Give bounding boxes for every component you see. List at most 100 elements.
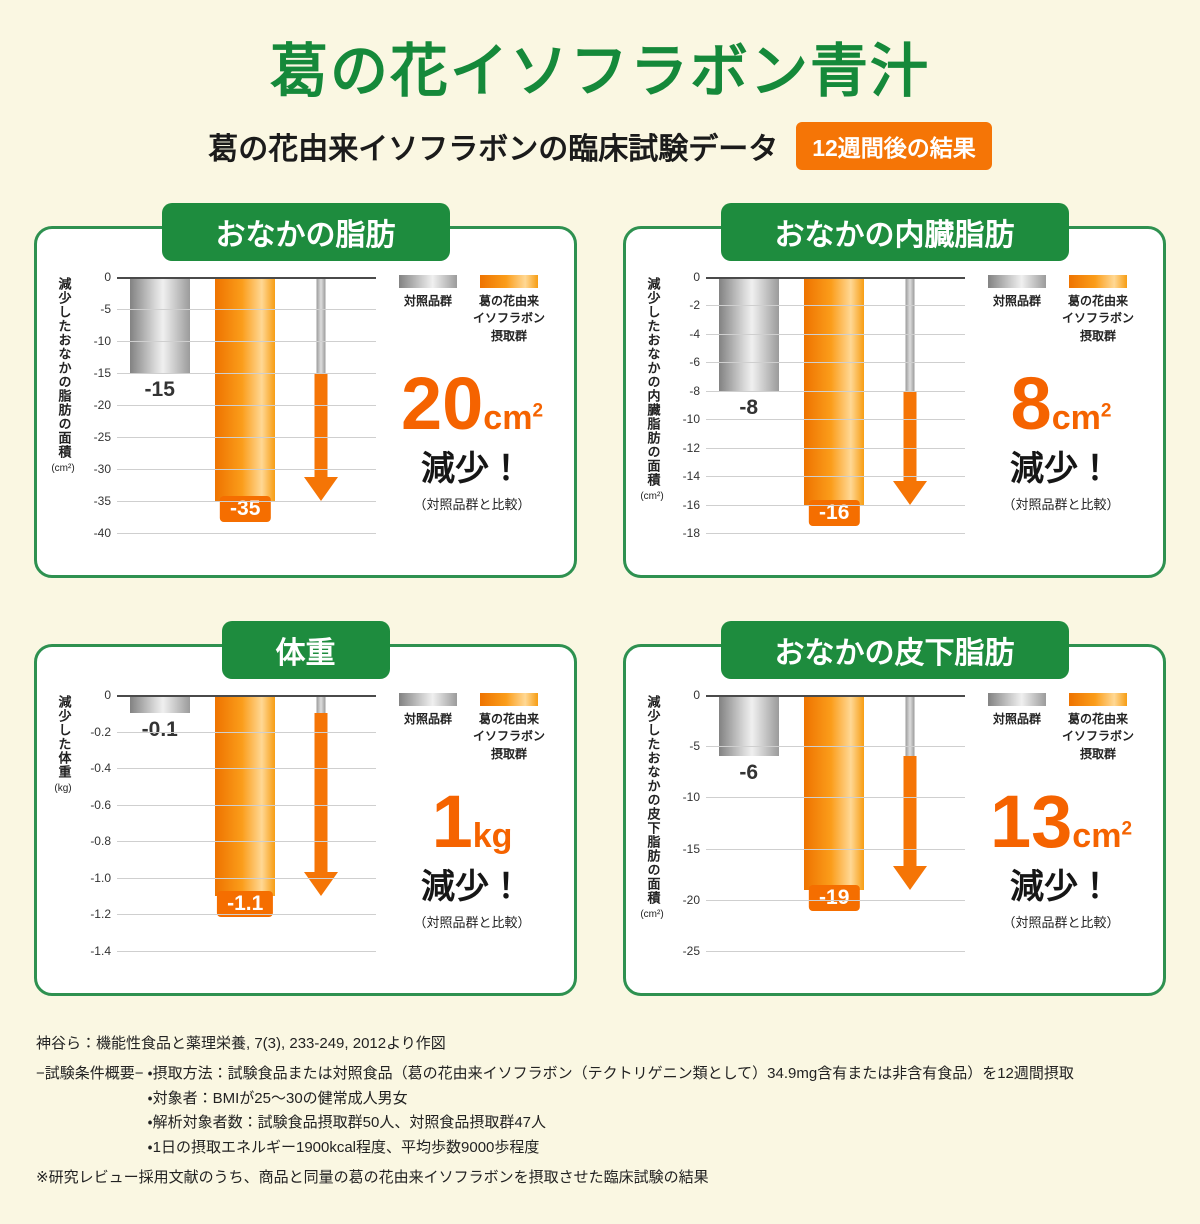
control-legend-label: 対照品群	[992, 294, 1041, 308]
gridline	[706, 797, 965, 799]
y-tick: -18	[682, 526, 700, 540]
gridline	[706, 419, 965, 421]
gridline	[706, 533, 965, 534]
y-axis-ticks: 0 -2 -4 -6 -8 -10 -12 -14 -16 -18	[674, 270, 704, 540]
y-axis-unit: (kg)	[54, 783, 72, 794]
gridline	[117, 804, 376, 806]
bar-chart: 0 -2 -4 -6 -8 -10 -12 -14 -16 -18 -8 -16	[674, 270, 967, 540]
gridline	[706, 476, 965, 478]
gridline	[117, 731, 376, 733]
gridline	[706, 951, 965, 952]
treatment-swatch-icon	[1068, 693, 1127, 706]
panel-visceral-fat: おなかの内臓脂肪 減少したおなかの内臓脂肪の面積 (cm²) 0 -2 -4 -6 -8…	[623, 203, 1166, 578]
y-tick: -5	[100, 302, 111, 316]
y-tick: -5	[689, 739, 700, 754]
control-legend-label: 対照品群	[403, 294, 452, 308]
treatment-value-label: -19	[809, 884, 860, 911]
y-axis-unit: (cm²)	[51, 463, 75, 474]
gridline	[117, 841, 376, 843]
plot-area: -8 -16	[706, 277, 965, 534]
condition-item: ・対象者：BMIが25〜30の健常成人男女	[147, 1089, 408, 1107]
treatment-swatch-icon	[1068, 275, 1127, 288]
treatment-value-label: -1.1	[217, 891, 274, 918]
gridline	[706, 362, 965, 364]
arrow-head-icon	[892, 865, 927, 890]
control-swatch-icon	[398, 693, 457, 706]
gridline	[117, 768, 376, 770]
arrow-stem	[905, 695, 915, 757]
y-tick: -10	[93, 334, 111, 348]
arrow-stem	[316, 695, 326, 714]
y-axis-label: 減少したおなかの脂肪の面積	[56, 277, 72, 459]
control-bar	[129, 695, 190, 714]
gridline	[706, 504, 965, 506]
source-citation: 神谷ら：機能性食品と薬理栄養, 7(3), 233-249, 2012より作図	[36, 1035, 446, 1052]
arrow-head-icon	[892, 480, 927, 505]
conditions-label: −試験条件概要−	[36, 1064, 144, 1082]
treatment-value-label: -16	[809, 499, 860, 526]
gridline	[117, 695, 376, 697]
bar-chart: 0 -0.2 -0.4 -0.6 -0.8 -1.0 -1.2 -1.4 -0.1 -1.1	[85, 688, 378, 958]
control-legend-label: 対照品群	[992, 712, 1041, 726]
treatment-bar	[215, 695, 275, 897]
arrow-shaft	[903, 390, 917, 483]
gridline	[117, 914, 376, 916]
page-title: 葛の花イソフラボン青汁	[269, 39, 930, 104]
gridline	[117, 469, 376, 470]
result-note: （対照品群と比較）	[413, 915, 531, 931]
bar-chart: 0 -5 -10 -15 -20 -25 -6 -19	[674, 688, 967, 958]
gridline	[706, 899, 965, 901]
legend: 対照品群 葛の花由来 イソフラボン 摂取群	[987, 275, 1134, 345]
y-tick: -15	[682, 841, 700, 856]
arrow-head-icon	[303, 872, 338, 897]
panel-title: おなかの内臓脂肪	[720, 203, 1069, 261]
page-subtitle: 葛の花由来イソフラボンの臨床試験データ	[208, 133, 779, 166]
arrow-shaft	[314, 373, 328, 479]
condition-item: ・摂取方法：試験食品または対照食品（葛の花由来イソフラボン（テクトリゲニン類とし…	[147, 1064, 1074, 1082]
y-tick: -14	[682, 469, 700, 484]
result-number: 13	[989, 780, 1073, 864]
subtitle-row: 葛の花由来イソフラボンの臨床試験データ 12週間後の結果	[0, 122, 1200, 170]
y-tick: -25	[93, 430, 111, 444]
result-word: 減少！	[420, 868, 523, 907]
y-tick: -2	[689, 298, 700, 313]
control-swatch-icon	[398, 275, 457, 288]
result-block: 8cm2 減少！ （対照品群と比較）	[1002, 367, 1119, 513]
y-tick: 0	[104, 688, 111, 702]
y-tick: -12	[682, 440, 700, 455]
condition-item: ・1日の摂取エネルギー1900kcal程度、平均歩数9000歩程度	[147, 1139, 540, 1156]
result-unit: cm2	[483, 399, 544, 438]
y-tick: -1.4	[90, 944, 111, 958]
y-tick: -4	[689, 326, 700, 341]
y-tick: -25	[682, 944, 700, 958]
result-period-badge: 12週間後の結果	[796, 122, 992, 170]
arrow-shaft	[314, 713, 328, 875]
y-tick: 0	[693, 688, 700, 702]
control-value-label: -15	[144, 378, 175, 401]
panel-subcutaneous-fat: おなかの皮下脂肪 減少したおなかの皮下脂肪の面積 (cm²) 0 -5 -10 -15…	[623, 621, 1166, 996]
result-number: 8	[1010, 362, 1052, 446]
treatment-bar	[215, 277, 275, 501]
control-swatch-icon	[987, 693, 1046, 706]
decrease-arrow	[890, 695, 930, 951]
y-axis-label: 減少した体重	[56, 695, 72, 779]
treatment-bar	[804, 695, 864, 890]
result-block: 13cm2 減少！ （対照品群と比較）	[990, 785, 1132, 931]
result-unit: cm2	[1051, 399, 1112, 438]
control-swatch-icon	[987, 275, 1046, 288]
plot-area: -6 -19	[706, 695, 965, 952]
result-word: 減少！	[1009, 450, 1112, 489]
legend: 対照品群 葛の花由来 イソフラボン 摂取群	[987, 693, 1134, 763]
y-tick: -0.8	[90, 834, 111, 849]
decrease-arrow	[301, 277, 341, 533]
y-tick: -1.2	[90, 907, 111, 922]
y-axis-label: 減少したおなかの皮下脂肪の面積	[645, 695, 661, 905]
treatment-value-label: -35	[220, 496, 271, 522]
result-note: （対照品群と比較）	[413, 497, 531, 513]
y-tick: -6	[689, 355, 700, 370]
result-block: 20cm2 減少！ （対照品群と比較）	[401, 367, 544, 513]
y-tick: -8	[689, 383, 700, 398]
gridline	[117, 309, 376, 310]
gridline	[706, 305, 965, 307]
treatment-swatch-icon	[479, 275, 538, 288]
